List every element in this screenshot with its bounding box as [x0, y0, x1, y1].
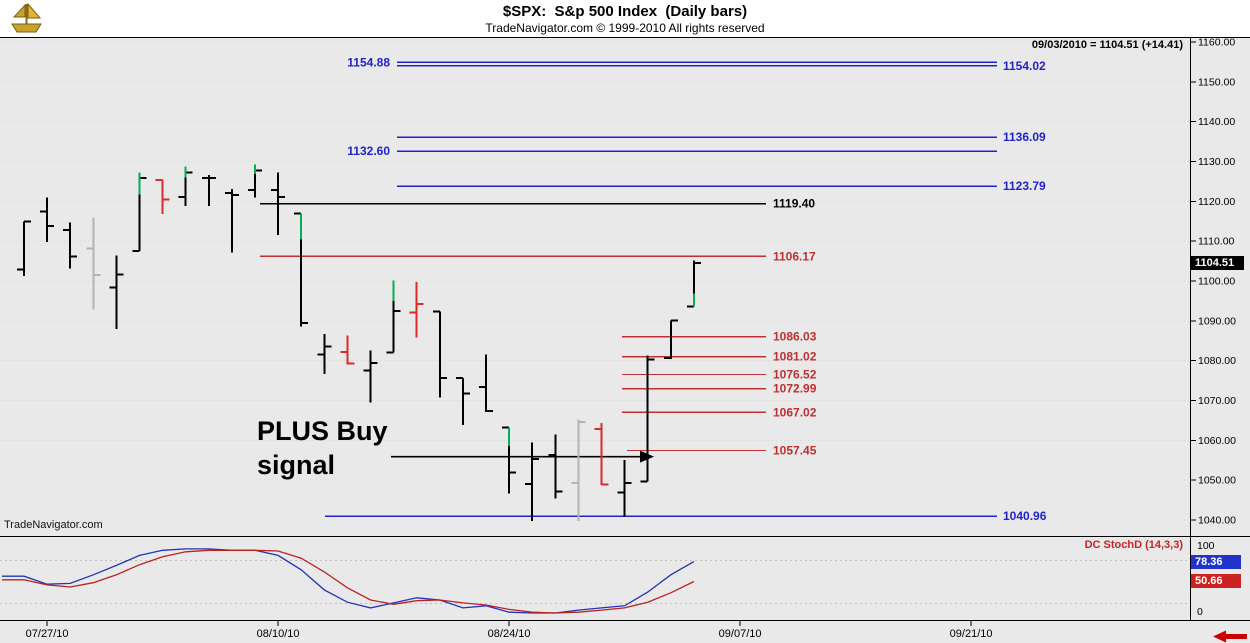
- last-quote-readout: 09/03/2010 = 1104.51 (+14.41): [1031, 39, 1183, 51]
- price-axis-tick-label: 1120.00: [1198, 196, 1235, 208]
- date-axis-label: 07/27/10: [26, 628, 69, 640]
- buy-signal-annotation-line2: signal: [257, 450, 336, 480]
- copyright-text: TradeNavigator.com © 1999-2010 All right…: [485, 21, 765, 35]
- price-axis-tick-label: 1110.00: [1198, 236, 1235, 248]
- last-price-box: 1104.51: [1191, 256, 1244, 270]
- price-axis-tick-label: 1060.00: [1198, 435, 1236, 447]
- level-label-1123.79: 1123.79: [1003, 179, 1046, 193]
- price-axis-tick-label: 1140.00: [1198, 116, 1235, 128]
- price-axis-tick-label: 1150.00: [1198, 76, 1235, 88]
- level-label-1040.96: 1040.96: [1003, 509, 1047, 523]
- level-label-1119.40: 1119.40: [773, 197, 815, 211]
- price-axis-tick-label: 1070.00: [1198, 395, 1236, 407]
- watermark-text: TradeNavigator.com: [4, 519, 103, 531]
- price-axis-tick-label: 1160.00: [1198, 37, 1235, 49]
- stoch-slow-value-box: 50.66: [1191, 574, 1241, 588]
- chart-header: $SPX: S&p 500 Index (Daily bars) TradeNa…: [0, 0, 1250, 37]
- level-label-1057.45: 1057.45: [773, 443, 817, 457]
- level-label-1132.60: 1132.60: [347, 144, 390, 158]
- date-axis-label: 08/24/10: [488, 628, 531, 640]
- level-label-1154.88: 1154.88: [347, 55, 390, 69]
- date-axis-label: 09/21/10: [950, 628, 993, 640]
- indicator-axis-bottom-label: 0: [1197, 606, 1203, 618]
- date-axis-label: 08/10/10: [257, 628, 300, 640]
- level-label-1076.52: 1076.52: [773, 368, 817, 382]
- chart-title: $SPX: S&p 500 Index (Daily bars): [502, 3, 748, 20]
- level-label-1086.03: 1086.03: [773, 330, 817, 344]
- price-axis-tick-label: 1090.00: [1198, 315, 1236, 327]
- level-label-1081.02: 1081.02: [773, 350, 817, 364]
- trade-navigator-logo-icon: [11, 2, 42, 33]
- indicator-name-label: DC StochD (14,3,3): [1084, 539, 1183, 551]
- date-axis-label: 09/07/10: [719, 628, 762, 640]
- indicator-axis-top-label: 100: [1197, 540, 1215, 552]
- buy-signal-annotation: PLUS Buy signal: [257, 414, 388, 482]
- scroll-left-arrow-tail[interactable]: [1226, 634, 1247, 639]
- level-label-1067.02: 1067.02: [773, 405, 817, 419]
- stoch-fast-value-box: 78.36: [1191, 555, 1241, 569]
- price-axis-tick-label: 1080.00: [1198, 355, 1236, 367]
- stoch-line-fast: [2, 548, 695, 614]
- price-axis[interactable]: [1191, 38, 1250, 620]
- price-axis-tick-label: 1130.00: [1198, 156, 1235, 168]
- stoch-line-slow: [2, 549, 695, 614]
- price-axis-tick-label: 1050.00: [1198, 475, 1236, 487]
- level-label-1154.02: 1154.02: [1003, 59, 1046, 73]
- level-label-1106.17: 1106.17: [773, 249, 816, 263]
- level-label-1136.09: 1136.09: [1003, 130, 1046, 144]
- time-axis: [0, 621, 1190, 643]
- scroll-left-arrow[interactable]: [1213, 630, 1226, 643]
- price-axis-tick-label: 1040.00: [1198, 515, 1236, 527]
- buy-signal-annotation-line1: PLUS Buy: [257, 416, 388, 446]
- price-axis-tick-label: 1100.00: [1198, 276, 1235, 288]
- level-label-1072.99: 1072.99: [773, 382, 817, 396]
